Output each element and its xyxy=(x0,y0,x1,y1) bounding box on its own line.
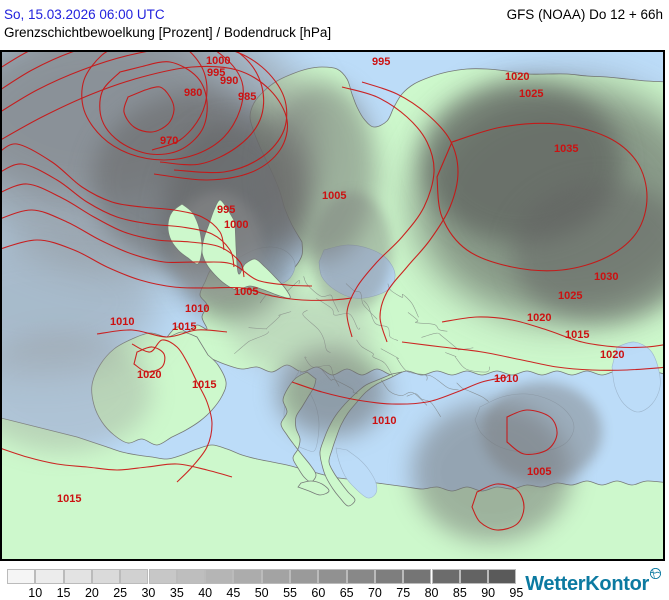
svg-text:1005: 1005 xyxy=(322,190,346,202)
svg-text:1035: 1035 xyxy=(554,143,578,155)
svg-text:1010: 1010 xyxy=(372,415,396,427)
svg-text:1015: 1015 xyxy=(172,321,196,333)
svg-text:1005: 1005 xyxy=(527,466,551,478)
svg-text:1020: 1020 xyxy=(505,71,529,83)
svg-text:1015: 1015 xyxy=(565,329,589,341)
svg-text:1015: 1015 xyxy=(192,379,216,391)
svg-text:970: 970 xyxy=(160,135,178,147)
svg-text:1020: 1020 xyxy=(600,349,624,361)
svg-text:1010: 1010 xyxy=(185,303,209,315)
svg-text:990: 990 xyxy=(220,75,238,87)
svg-text:1025: 1025 xyxy=(519,88,543,100)
svg-text:1030: 1030 xyxy=(594,271,618,283)
svg-text:1000: 1000 xyxy=(206,55,230,67)
svg-text:1010: 1010 xyxy=(494,373,518,385)
svg-text:1005: 1005 xyxy=(234,286,258,298)
svg-text:1020: 1020 xyxy=(527,312,551,324)
svg-text:1015: 1015 xyxy=(57,493,81,505)
svg-text:1000: 1000 xyxy=(224,219,248,231)
svg-text:1020: 1020 xyxy=(137,369,161,381)
svg-text:1025: 1025 xyxy=(558,290,582,302)
svg-text:995: 995 xyxy=(217,204,235,216)
svg-text:980: 980 xyxy=(184,87,202,99)
svg-text:995: 995 xyxy=(372,56,390,68)
svg-text:985: 985 xyxy=(238,91,256,103)
svg-text:1010: 1010 xyxy=(110,316,134,328)
